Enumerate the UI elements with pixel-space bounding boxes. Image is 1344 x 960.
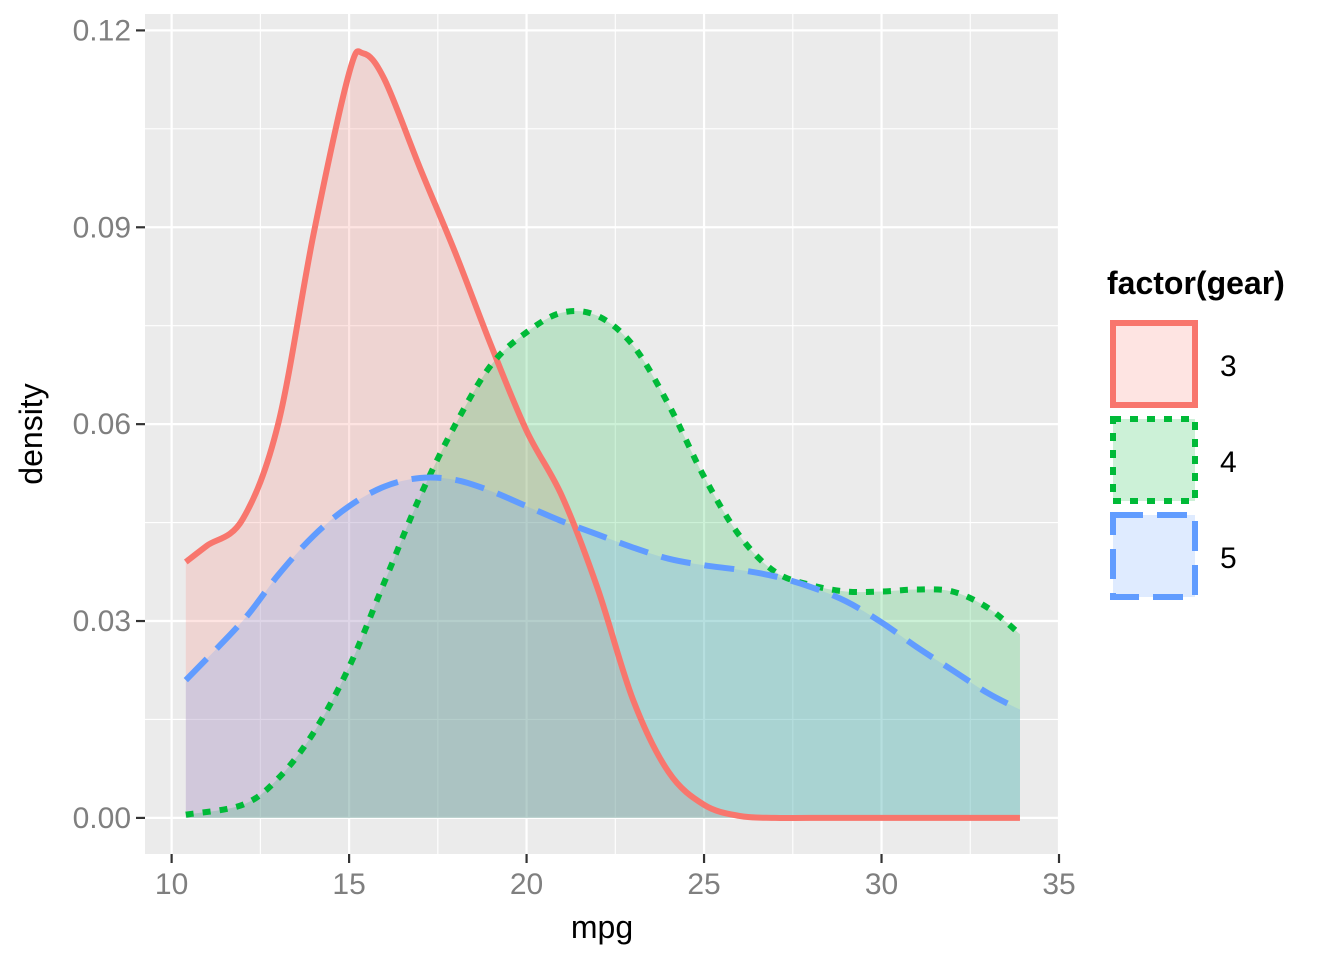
- density-areas: [185, 51, 1020, 819]
- x-axis: 10 15 20 25 30 35: [155, 854, 1076, 901]
- density-area-5: [185, 477, 1020, 818]
- legend-keys: 3 4 5: [1110, 320, 1237, 600]
- density-lines: [183, 48, 1022, 822]
- legend-key-5: [1110, 512, 1198, 600]
- y-tick-label: 0.03: [73, 605, 131, 638]
- plot-panel: [145, 14, 1059, 854]
- x-tick-label: 20: [510, 868, 543, 901]
- legend-label-5: 5: [1220, 542, 1237, 575]
- y-axis: 0.00 0.03 0.06 0.09 0.12: [73, 14, 145, 835]
- density-line-3: [183, 48, 1020, 822]
- x-tick-label: 30: [865, 868, 898, 901]
- y-tick-label: 0.00: [73, 802, 131, 835]
- legend-key-bg: [1110, 320, 1198, 408]
- x-tick-label: 25: [687, 868, 720, 901]
- x-tick-label: 15: [332, 868, 365, 901]
- grid-major-lines: [145, 14, 1061, 854]
- legend-key-4: [1110, 416, 1198, 504]
- x-axis-title: mpg: [571, 909, 633, 945]
- density-area-4: [185, 310, 1020, 818]
- y-tick-label: 0.09: [73, 211, 131, 244]
- legend-key-3: [1110, 320, 1198, 408]
- density-line-5: [183, 474, 1022, 713]
- y-tick-label: 0.12: [73, 14, 131, 47]
- legend-label-4: 4: [1220, 446, 1237, 479]
- legend-key-bg: [1110, 512, 1198, 600]
- density-area-3: [185, 51, 1020, 819]
- x-tick-label: 10: [155, 868, 188, 901]
- legend-title: factor(gear): [1107, 265, 1285, 301]
- legend-key-bg: [1110, 416, 1198, 504]
- y-axis-title: density: [13, 383, 49, 484]
- x-tick-label: 35: [1042, 868, 1075, 901]
- legend: factor(gear) 3 4 5: [1107, 265, 1285, 600]
- legend-label-3: 3: [1220, 350, 1237, 383]
- y-tick-label: 0.06: [73, 408, 131, 441]
